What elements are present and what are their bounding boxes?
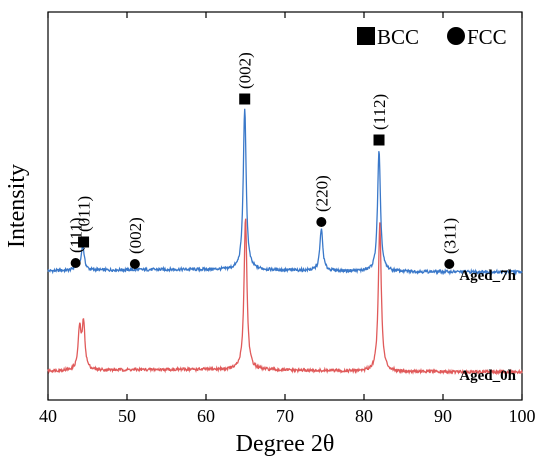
legend-fcc-label: FCC — [467, 25, 507, 49]
x-tick-label: 90 — [434, 406, 452, 426]
peak-label: (220) — [312, 175, 331, 212]
series-line-aged-0h — [47, 218, 523, 376]
bcc-marker — [239, 93, 251, 105]
legend: BCC FCC — [357, 25, 507, 49]
peak-label: (112) — [370, 94, 389, 130]
x-tick-label: 80 — [355, 406, 373, 426]
peak-label: (002) — [236, 52, 255, 89]
peak-label: (311) — [440, 218, 459, 254]
series-layer — [47, 108, 523, 376]
x-tick-label: 40 — [39, 406, 57, 426]
fcc-marker — [70, 258, 81, 268]
legend-bcc-swatch — [357, 27, 375, 45]
y-axis-label: Intensity — [4, 164, 30, 248]
peak-annotations: (111)(011)(002)(002)(220)(112)(311) — [67, 52, 459, 269]
series-label: Aged_7h — [459, 268, 516, 284]
x-tick-label: 100 — [509, 406, 536, 426]
x-tick-label: 70 — [276, 406, 294, 426]
legend-fcc-swatch — [447, 27, 465, 45]
series-labels: Aged_7h Aged_0h — [459, 268, 516, 384]
fcc-marker — [444, 259, 455, 269]
bcc-marker — [78, 236, 90, 248]
series-line-aged-7h — [47, 108, 523, 276]
x-tick-label: 50 — [118, 406, 136, 426]
x-axis-ticks: 40 50 60 70 80 90 100 — [39, 12, 536, 426]
bcc-marker — [373, 134, 385, 146]
plot-frame — [47, 11, 523, 401]
series-label: Aged_0h — [459, 368, 516, 384]
fcc-marker — [316, 217, 327, 227]
peak-label: (002) — [126, 217, 145, 254]
peak-label: (011) — [75, 196, 94, 232]
fcc-marker — [129, 259, 140, 269]
x-axis-label: Degree 2θ — [236, 431, 335, 457]
x-tick-label: 60 — [197, 406, 215, 426]
legend-bcc-label: BCC — [377, 25, 419, 49]
